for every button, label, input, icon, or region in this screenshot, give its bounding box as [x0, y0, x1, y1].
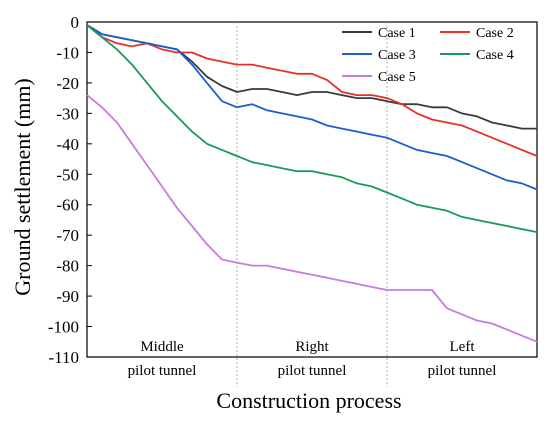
phase-label-top: Middle: [140, 339, 184, 355]
phase-label-top: Right: [295, 339, 329, 355]
y-tick-label: -50: [56, 165, 79, 184]
y-tick-label: -60: [56, 196, 79, 215]
legend-label-case-2: Case 2: [476, 26, 514, 41]
plot-frame: [86, 21, 538, 358]
phase-label-top: Left: [450, 339, 476, 355]
y-axis-title: Ground settlement (mm): [10, 78, 35, 296]
plot-area: [86, 21, 538, 358]
phase-labels: Middle pilot tunnel Right pilot tunnel Left p…: [128, 339, 497, 379]
series-line-case-3: [86, 24, 538, 191]
y-axis-ticks: 0 -10 -20 -30 -40 -50 -60 -70 -80 -90 -100 -110: [48, 13, 92, 367]
series-line-case-4: [86, 24, 538, 233]
series-layer: [86, 24, 538, 343]
y-tick-label: -70: [56, 226, 79, 245]
legend-label-case-4: Case 4: [476, 48, 514, 63]
y-tick-label: -90: [56, 287, 79, 306]
y-tick-label: -40: [56, 135, 79, 154]
series-line-case-2: [86, 24, 538, 157]
phase-label-bottom: pilot tunnel: [278, 363, 347, 379]
legend: Case 1 Case 2 Case 3 Case 4 Case 5: [342, 26, 514, 85]
y-tick-label: -80: [56, 257, 79, 276]
legend-label-case-3: Case 3: [378, 48, 416, 63]
legend-label-case-5: Case 5: [378, 70, 416, 85]
y-tick-label: -10: [56, 43, 79, 62]
x-axis-title: Construction process: [216, 388, 401, 413]
phase-label-bottom: pilot tunnel: [128, 363, 197, 379]
y-tick-label: -30: [56, 104, 79, 123]
y-tick-label: 0: [71, 13, 80, 32]
y-tick-label: -20: [56, 74, 79, 93]
phase-label-bottom: pilot tunnel: [428, 363, 497, 379]
y-tick-label: -100: [48, 318, 79, 337]
phase-dividers: [236, 22, 388, 387]
series-line-case-5: [86, 94, 538, 343]
y-tick-label: -110: [48, 348, 79, 367]
series-line-case-1: [86, 24, 537, 130]
legend-label-case-1: Case 1: [378, 26, 416, 41]
